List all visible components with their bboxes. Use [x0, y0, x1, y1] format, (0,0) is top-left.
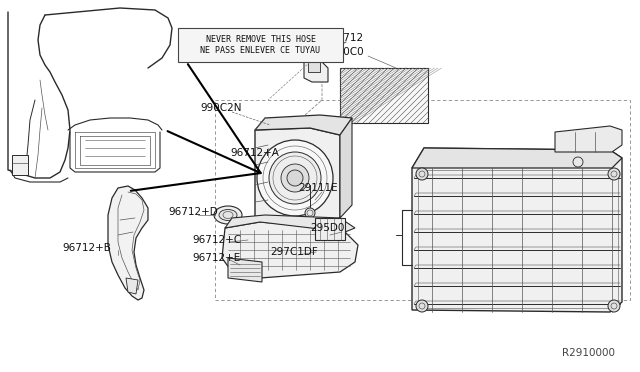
Text: 990C0: 990C0: [330, 47, 364, 57]
Polygon shape: [228, 258, 262, 282]
Circle shape: [573, 157, 583, 167]
Text: NEVER REMOVE THIS HOSE
NE PASS ENLEVER CE TUYAU: NEVER REMOVE THIS HOSE NE PASS ENLEVER C…: [200, 35, 321, 55]
Polygon shape: [12, 155, 28, 175]
Circle shape: [269, 152, 321, 204]
Circle shape: [305, 208, 315, 218]
Polygon shape: [222, 222, 358, 278]
Polygon shape: [340, 68, 428, 123]
Text: 29111E: 29111E: [298, 183, 338, 193]
Text: 96712+D: 96712+D: [168, 207, 218, 217]
Circle shape: [608, 168, 620, 180]
Circle shape: [287, 170, 303, 186]
Polygon shape: [255, 115, 352, 135]
Circle shape: [608, 300, 620, 312]
Polygon shape: [255, 128, 340, 225]
Circle shape: [416, 300, 428, 312]
Bar: [178, 28, 343, 62]
Polygon shape: [315, 218, 345, 240]
Text: 96712+E: 96712+E: [192, 253, 240, 263]
Text: 990C2N: 990C2N: [200, 103, 241, 113]
Polygon shape: [225, 215, 355, 232]
Ellipse shape: [219, 209, 237, 221]
Polygon shape: [340, 118, 352, 218]
Polygon shape: [108, 186, 148, 300]
Polygon shape: [126, 278, 138, 294]
Polygon shape: [304, 35, 328, 82]
Circle shape: [281, 164, 309, 192]
Text: 96712+A: 96712+A: [230, 148, 279, 158]
Text: 295D0: 295D0: [310, 223, 344, 233]
Text: 297C1DF: 297C1DF: [270, 247, 317, 257]
Polygon shape: [555, 126, 622, 152]
Circle shape: [257, 140, 333, 216]
Polygon shape: [308, 40, 320, 72]
Circle shape: [416, 168, 428, 180]
Text: 96712: 96712: [330, 33, 363, 43]
Text: 96712+C: 96712+C: [192, 235, 241, 245]
Ellipse shape: [214, 206, 242, 224]
Text: R2910000: R2910000: [562, 348, 615, 358]
Text: 96712+B: 96712+B: [62, 243, 111, 253]
Polygon shape: [412, 148, 622, 168]
Polygon shape: [412, 148, 622, 312]
Bar: [215, 100, 630, 300]
